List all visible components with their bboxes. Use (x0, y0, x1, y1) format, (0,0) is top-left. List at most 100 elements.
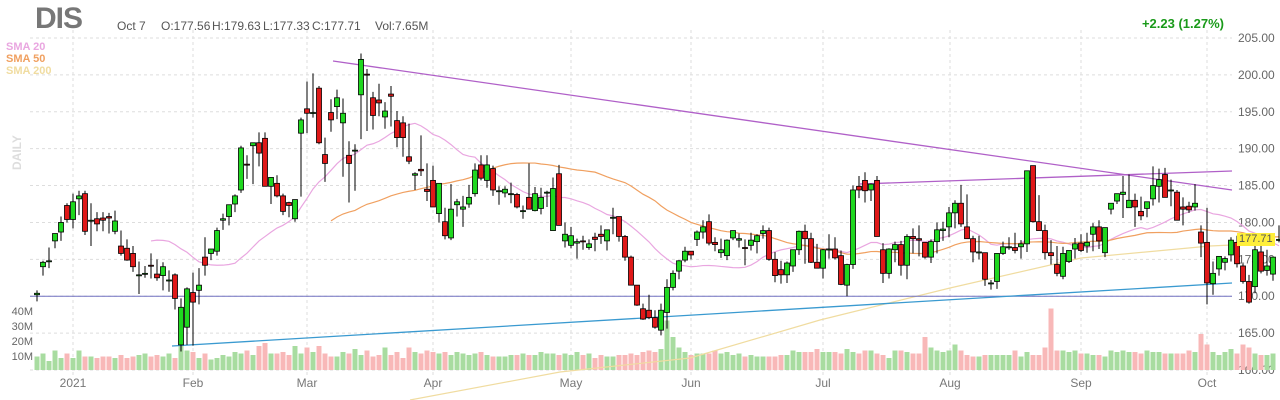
candle[interactable] (202, 237, 208, 276)
candle[interactable] (1276, 225, 1280, 243)
candle[interactable] (880, 243, 886, 283)
candle[interactable] (412, 172, 418, 190)
candle[interactable] (142, 265, 148, 278)
candle[interactable] (1156, 168, 1162, 203)
candle[interactable] (136, 261, 142, 295)
candle[interactable] (520, 205, 526, 219)
candle[interactable] (1108, 202, 1114, 215)
candle[interactable] (298, 117, 304, 197)
candle[interactable] (238, 145, 244, 193)
candle[interactable] (1102, 227, 1108, 258)
candle[interactable] (184, 287, 190, 345)
candle[interactable] (1006, 237, 1012, 250)
candle[interactable] (100, 212, 106, 232)
candle[interactable] (700, 220, 706, 239)
candle[interactable] (808, 232, 814, 264)
candle[interactable] (262, 132, 268, 187)
candle[interactable] (400, 116, 406, 157)
candle[interactable] (190, 272, 196, 346)
candle[interactable] (1162, 167, 1168, 198)
candle[interactable] (1036, 195, 1042, 231)
candle[interactable] (1180, 197, 1186, 226)
candle[interactable] (34, 290, 40, 302)
descending-trendline[interactable] (332, 60, 1233, 191)
candle[interactable] (1240, 263, 1246, 284)
candle[interactable] (430, 165, 436, 208)
candle[interactable] (820, 249, 826, 279)
candle[interactable] (124, 239, 130, 261)
candle[interactable] (1120, 175, 1126, 219)
candle[interactable] (118, 230, 124, 256)
candle[interactable] (1024, 170, 1030, 252)
candle[interactable] (1090, 223, 1096, 252)
candle[interactable] (922, 241, 928, 259)
candle[interactable] (340, 98, 346, 177)
candle[interactable] (634, 284, 640, 306)
candle[interactable] (928, 239, 934, 264)
candle[interactable] (574, 238, 580, 259)
candle[interactable] (508, 182, 514, 204)
candle[interactable] (274, 175, 280, 198)
candle[interactable] (196, 268, 202, 305)
candle[interactable] (160, 262, 166, 291)
candle[interactable] (1000, 241, 1006, 255)
candle[interactable] (1198, 225, 1204, 258)
candle[interactable] (712, 237, 718, 252)
candle[interactable] (1084, 232, 1090, 253)
candle[interactable] (1264, 249, 1270, 276)
candle[interactable] (1048, 240, 1054, 265)
candle[interactable] (472, 163, 478, 197)
candle[interactable] (1072, 237, 1078, 259)
candle[interactable] (304, 81, 310, 134)
candle[interactable] (952, 200, 958, 229)
candle[interactable] (910, 228, 916, 254)
candle[interactable] (1042, 224, 1048, 260)
candle[interactable] (670, 270, 676, 291)
candle[interactable] (220, 213, 226, 230)
candle[interactable] (1012, 232, 1018, 254)
candle[interactable] (940, 221, 946, 241)
candle[interactable] (814, 243, 820, 269)
candle[interactable] (718, 238, 724, 258)
candle[interactable] (484, 155, 490, 188)
candle[interactable] (214, 227, 220, 256)
candle[interactable] (328, 99, 334, 132)
candle[interactable] (316, 85, 322, 145)
candle[interactable] (1174, 189, 1180, 221)
candle[interactable] (1114, 193, 1120, 204)
candle[interactable] (676, 260, 682, 280)
candle[interactable] (568, 226, 574, 249)
candle[interactable] (736, 233, 742, 248)
candle[interactable] (490, 165, 496, 196)
candle[interactable] (448, 184, 454, 241)
candle[interactable] (292, 199, 298, 222)
candle[interactable] (442, 207, 448, 240)
candle[interactable] (556, 164, 562, 226)
candle[interactable] (964, 194, 970, 240)
candle[interactable] (46, 247, 52, 269)
candle[interactable] (898, 240, 904, 276)
candle[interactable] (112, 210, 118, 235)
candle[interactable] (1096, 220, 1102, 250)
candle[interactable] (1216, 255, 1222, 276)
candle[interactable] (796, 230, 802, 255)
candle[interactable] (778, 260, 784, 284)
candle[interactable] (232, 194, 238, 213)
candle[interactable] (1132, 193, 1138, 227)
candle[interactable] (256, 132, 262, 167)
candle[interactable] (334, 89, 340, 120)
candle[interactable] (1030, 165, 1036, 223)
candle[interactable] (784, 261, 790, 283)
candle[interactable] (58, 216, 64, 241)
candle[interactable] (592, 232, 598, 252)
candle[interactable] (874, 175, 880, 237)
candle[interactable] (460, 195, 466, 227)
candle[interactable] (694, 230, 700, 247)
candle[interactable] (466, 184, 472, 208)
candle[interactable] (70, 193, 76, 229)
candle[interactable] (1150, 166, 1156, 206)
candle[interactable] (352, 144, 358, 191)
candle[interactable] (268, 177, 274, 204)
candle[interactable] (688, 250, 694, 260)
candle[interactable] (208, 248, 214, 261)
